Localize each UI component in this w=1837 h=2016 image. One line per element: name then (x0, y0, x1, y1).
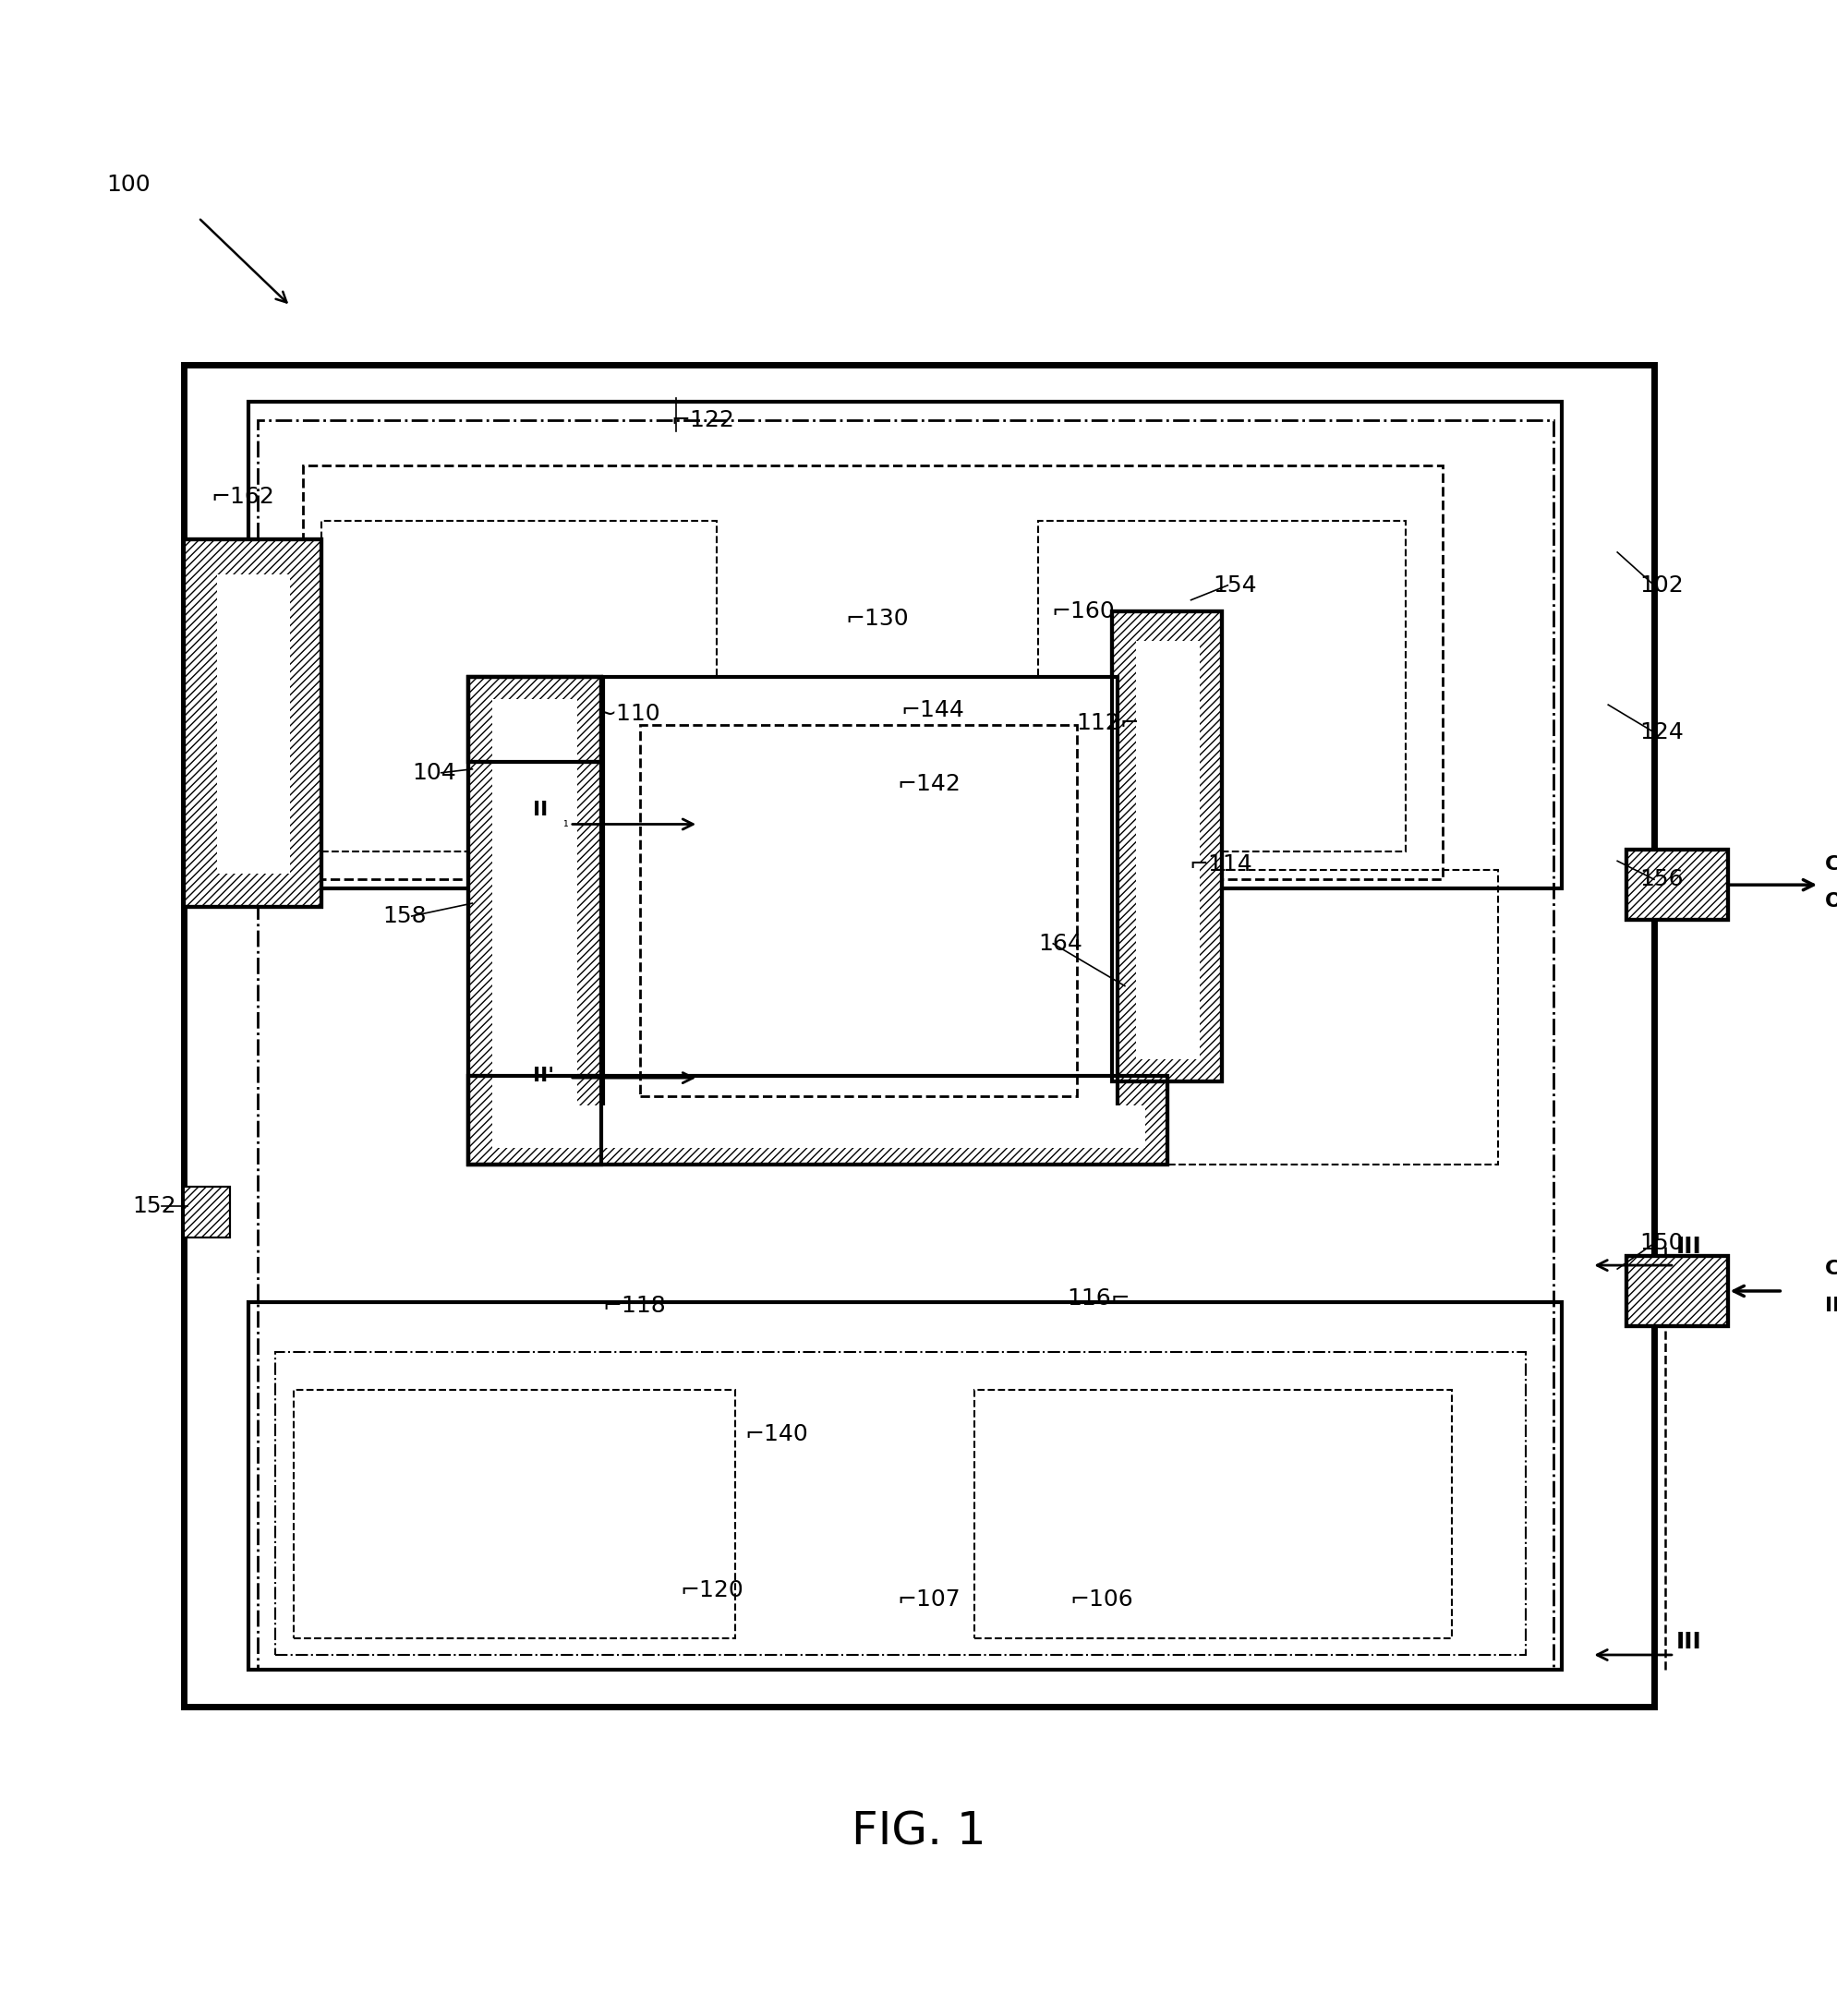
Bar (1157, 871, 1497, 1163)
Bar (303, 466, 1442, 879)
Text: OUT: OUT (1824, 893, 1837, 911)
Bar (294, 1391, 735, 1639)
Text: ⌐114: ⌐114 (1189, 853, 1253, 875)
Text: 158: 158 (382, 905, 426, 927)
Bar (248, 401, 1561, 889)
Bar (974, 1391, 1451, 1639)
Text: 152: 152 (132, 1195, 176, 1218)
Bar (184, 1185, 230, 1238)
Bar (1038, 520, 1405, 853)
Text: 112⌐: 112⌐ (1075, 712, 1139, 734)
Text: COOLANT: COOLANT (1824, 1260, 1837, 1278)
Bar (184, 1185, 230, 1238)
Text: ⌐140: ⌐140 (744, 1423, 808, 1445)
Text: 124: 124 (1639, 722, 1683, 744)
Bar (1626, 1256, 1727, 1327)
Text: ⌐122: ⌐122 (671, 409, 735, 431)
Text: 100: 100 (107, 173, 151, 196)
Bar (468, 677, 601, 1163)
Text: 150: 150 (1639, 1232, 1683, 1254)
Text: 116⌐: 116⌐ (1065, 1288, 1130, 1310)
Bar (603, 677, 1117, 1127)
Bar (184, 540, 321, 907)
Bar (468, 677, 601, 762)
Bar (276, 1351, 1525, 1655)
Bar (248, 1302, 1561, 1669)
Bar (1111, 611, 1222, 1081)
Text: 154: 154 (1212, 575, 1257, 597)
Text: ∼110: ∼110 (597, 704, 659, 726)
Text: 104: 104 (411, 762, 456, 784)
Text: ⌐120: ⌐120 (680, 1579, 744, 1601)
Text: COOLANT: COOLANT (1824, 855, 1837, 873)
Text: II: II (533, 800, 547, 818)
Bar (1626, 851, 1727, 919)
Text: 164: 164 (1038, 933, 1082, 956)
Text: ⌐130: ⌐130 (845, 607, 907, 629)
Text: ⌐107: ⌐107 (896, 1589, 959, 1611)
Text: ⌐118: ⌐118 (603, 1294, 667, 1316)
Bar (184, 540, 321, 907)
Bar (217, 575, 290, 873)
Text: ⌐160: ⌐160 (1051, 601, 1115, 623)
Text: ⌐162: ⌐162 (211, 486, 276, 508)
Bar (468, 1077, 1166, 1163)
Text: ⌐144: ⌐144 (900, 700, 964, 722)
Bar (468, 677, 601, 762)
Bar (321, 520, 716, 853)
Bar (639, 726, 1076, 1097)
Bar (492, 700, 577, 754)
Bar (257, 419, 1552, 1669)
Bar (468, 677, 601, 1163)
Text: ₁: ₁ (562, 816, 568, 829)
Text: II': II' (533, 1066, 555, 1085)
Text: ⌐142: ⌐142 (896, 772, 961, 794)
Text: III: III (1675, 1236, 1701, 1258)
Text: FIG. 1: FIG. 1 (851, 1808, 986, 1853)
Bar (184, 365, 1653, 1706)
Bar (468, 1077, 1166, 1163)
Bar (1626, 1256, 1727, 1327)
Bar (1626, 851, 1727, 919)
Text: 102: 102 (1639, 575, 1683, 597)
Text: III: III (1675, 1631, 1701, 1653)
Bar (492, 706, 577, 1137)
Text: ⌐106: ⌐106 (1069, 1589, 1133, 1611)
Text: IN: IN (1824, 1296, 1837, 1314)
Bar (1135, 641, 1200, 1060)
Bar (492, 1105, 1144, 1147)
Bar (1111, 611, 1222, 1081)
Text: 156: 156 (1639, 869, 1683, 891)
